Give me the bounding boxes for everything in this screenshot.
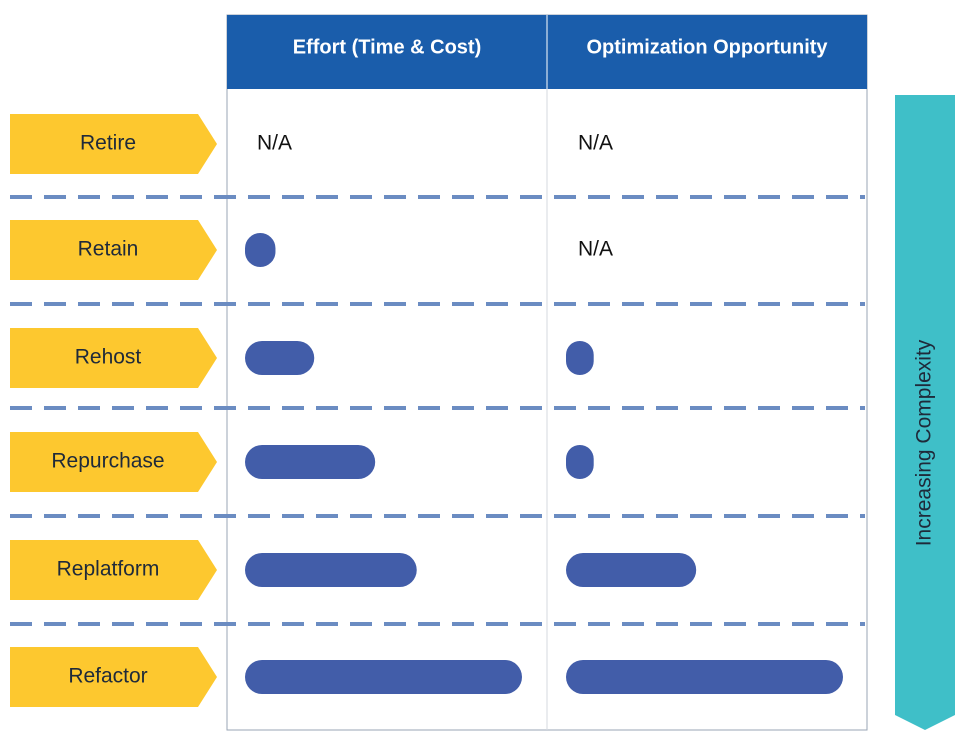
na-label: N/A bbox=[578, 238, 613, 261]
level-bar bbox=[566, 660, 843, 694]
row-tag bbox=[10, 432, 217, 492]
na-label: N/A bbox=[578, 132, 613, 155]
level-bar bbox=[245, 553, 417, 587]
column-header: Effort (Time & Cost) bbox=[293, 36, 482, 58]
row-tag bbox=[10, 114, 217, 174]
row-label: Replatform bbox=[57, 558, 160, 581]
row-label: Retire bbox=[80, 132, 136, 155]
complexity-arrow bbox=[895, 95, 955, 730]
na-label: N/A bbox=[257, 132, 292, 155]
side-label: Increasing Complexity bbox=[913, 339, 936, 546]
level-bar bbox=[245, 233, 276, 267]
column-header: Optimization Opportunity bbox=[586, 36, 828, 58]
row-tag bbox=[10, 647, 217, 707]
level-bar bbox=[566, 553, 697, 587]
row-tag bbox=[10, 220, 217, 280]
row-tag bbox=[10, 540, 217, 600]
level-bar bbox=[245, 341, 315, 375]
row-label: Rehost bbox=[75, 346, 142, 369]
level-bar bbox=[245, 445, 376, 479]
level-bar bbox=[566, 445, 594, 479]
row-label: Retain bbox=[78, 238, 139, 261]
level-bar bbox=[245, 660, 522, 694]
row-tag bbox=[10, 328, 217, 388]
level-bar bbox=[566, 341, 594, 375]
row-label: Repurchase bbox=[51, 450, 164, 473]
row-label: Refactor bbox=[68, 665, 147, 688]
